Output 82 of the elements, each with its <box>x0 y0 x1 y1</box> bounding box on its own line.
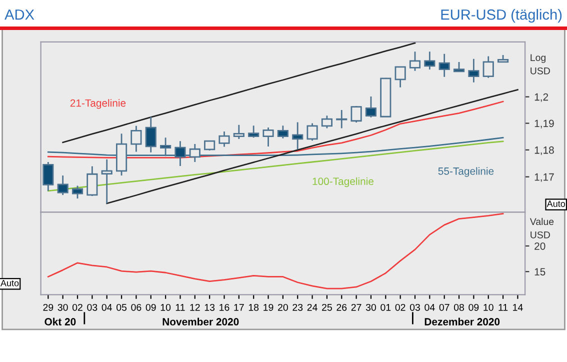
candlestick <box>218 130 230 148</box>
x-tick-label: 06 <box>131 304 142 311</box>
x-tick-label: 20 <box>278 304 288 311</box>
candlestick <box>145 116 156 154</box>
x-tick-label: 08 <box>454 304 464 311</box>
candlestick <box>365 96 377 118</box>
x-tick-label: 16 <box>220 304 230 311</box>
series-label: 100-Tagelinie <box>312 177 374 188</box>
text: Auto <box>546 200 566 207</box>
candlestick <box>468 58 480 84</box>
x-tick-label: 11 <box>498 304 508 311</box>
candlestick <box>174 140 186 167</box>
x-tick-label: 14 <box>513 304 523 311</box>
candlestick <box>160 136 172 157</box>
candlestick <box>453 61 465 73</box>
y-tick-label: 15 <box>534 268 546 276</box>
text: 55-Tagelinie <box>438 167 494 177</box>
line-series <box>62 42 416 144</box>
candlestick <box>306 122 318 142</box>
candlestick <box>277 124 288 140</box>
chart-title: ADX <box>4 10 34 20</box>
x-tick-label: 10 <box>484 304 494 311</box>
candlestick <box>350 105 362 124</box>
candlestick <box>321 114 332 130</box>
x-tick-label: 03 <box>87 304 98 311</box>
candlestick <box>204 140 216 152</box>
line-series <box>47 100 504 158</box>
text: Dezember 2020 <box>424 318 500 326</box>
candlestick <box>482 56 494 79</box>
x-tick-label: 01 <box>380 304 391 311</box>
x-tick-label: 04 <box>424 304 435 311</box>
x-tick-label: 02 <box>395 304 406 311</box>
x-tick-label: 27 <box>351 304 362 311</box>
text: November 2020 <box>162 318 239 326</box>
candlestick <box>86 166 98 197</box>
candlestick <box>233 124 244 140</box>
text: 21-Tagelinie <box>70 99 126 109</box>
x-tick-label: 12 <box>190 304 200 311</box>
candlestick <box>189 143 200 163</box>
x-tick-label: 24 <box>307 304 318 311</box>
candlestick <box>409 50 421 72</box>
candlestick <box>262 126 274 148</box>
x-tick-label: 11 <box>176 304 185 311</box>
candlestick <box>394 66 406 88</box>
line-series <box>47 212 504 290</box>
x-tick-label: 03 <box>410 304 420 311</box>
x-tick-label: 05 <box>116 304 127 311</box>
y-tick-label: 20 <box>534 242 546 250</box>
y-tick-label: 1,19 <box>534 120 554 128</box>
y-tick-label: 1,18 <box>534 146 554 156</box>
x-tick-label: 17 <box>234 304 244 311</box>
candlestick <box>292 122 304 150</box>
candlestick <box>42 161 54 192</box>
candlestick <box>57 174 68 196</box>
y-tick-label: 1,2 <box>534 93 548 102</box>
x-tick-label: 29 <box>43 304 54 311</box>
candlestick <box>72 185 84 200</box>
x-tick-label: 10 <box>160 304 171 311</box>
candlestick <box>438 53 450 78</box>
x-tick-label: 30 <box>366 304 376 311</box>
x-tick-label: 04 <box>102 304 112 311</box>
text: Okt 20 <box>44 318 76 326</box>
x-tick-label: 07 <box>439 304 450 311</box>
text: Auto <box>0 280 19 286</box>
x-tick-label: 30 <box>58 304 68 311</box>
x-tick-label: 25 <box>322 304 332 311</box>
y-axis-title: Log USD <box>530 54 550 74</box>
candlestick <box>101 158 112 204</box>
x-tick-label: 13 <box>204 304 215 311</box>
x-tick-label: 19 <box>264 304 274 311</box>
x-tick-label: 02 <box>72 304 82 311</box>
x-tick-label: 18 <box>248 304 259 311</box>
candlestick <box>424 50 436 70</box>
x-tick-label: 09 <box>146 304 156 311</box>
x-tick-label: 26 <box>336 304 347 311</box>
x-tick-label: 23 <box>292 304 303 311</box>
candlestick <box>130 125 142 152</box>
x-tick-label: 09 <box>468 304 479 311</box>
y-tick-label: 1,17 <box>534 173 554 182</box>
candlestick <box>248 124 260 138</box>
y-axis-title: Value USD <box>530 218 554 238</box>
chart-subtitle: EUR-USD (täglich) <box>441 9 562 23</box>
